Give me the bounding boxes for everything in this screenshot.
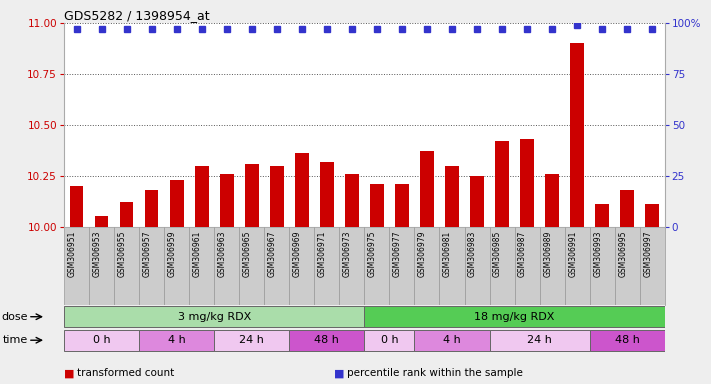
- Bar: [145, 190, 159, 384]
- Bar: [395, 184, 409, 384]
- Text: GSM306991: GSM306991: [568, 230, 577, 277]
- Bar: [470, 176, 484, 384]
- Bar: [170, 180, 183, 384]
- Text: 48 h: 48 h: [314, 335, 339, 345]
- Bar: [264, 227, 289, 305]
- Text: GSM306953: GSM306953: [92, 230, 102, 277]
- Text: GSM306961: GSM306961: [193, 230, 202, 277]
- Bar: [495, 141, 509, 384]
- Bar: [365, 329, 415, 351]
- Bar: [119, 202, 134, 384]
- Bar: [545, 174, 559, 384]
- Bar: [415, 227, 439, 305]
- Bar: [589, 227, 615, 305]
- Bar: [464, 227, 490, 305]
- Bar: [64, 329, 139, 351]
- Text: GSM306989: GSM306989: [543, 230, 552, 277]
- Text: GSM306995: GSM306995: [619, 230, 627, 277]
- Text: GSM306997: GSM306997: [643, 230, 652, 277]
- Bar: [314, 227, 339, 305]
- Bar: [570, 43, 584, 384]
- Text: GSM306987: GSM306987: [518, 230, 527, 277]
- Text: percentile rank within the sample: percentile rank within the sample: [347, 368, 523, 378]
- Bar: [320, 162, 333, 384]
- Text: ■: ■: [64, 368, 75, 378]
- Text: GSM306951: GSM306951: [68, 230, 77, 277]
- Bar: [270, 166, 284, 384]
- Bar: [189, 227, 214, 305]
- Bar: [64, 227, 89, 305]
- Bar: [540, 227, 565, 305]
- Text: GSM306963: GSM306963: [218, 230, 227, 277]
- Bar: [139, 329, 214, 351]
- Bar: [339, 227, 364, 305]
- Text: GSM306977: GSM306977: [393, 230, 402, 277]
- Bar: [70, 186, 83, 384]
- Bar: [95, 217, 108, 384]
- Bar: [64, 306, 365, 327]
- Text: GSM306959: GSM306959: [168, 230, 176, 277]
- Bar: [415, 329, 490, 351]
- Bar: [589, 329, 665, 351]
- Text: GSM306981: GSM306981: [443, 230, 452, 277]
- Bar: [621, 190, 634, 384]
- Text: GSM306971: GSM306971: [318, 230, 327, 277]
- Bar: [565, 227, 589, 305]
- Text: transformed count: transformed count: [77, 368, 174, 378]
- Bar: [220, 174, 234, 384]
- Bar: [445, 166, 459, 384]
- Bar: [295, 153, 309, 384]
- Text: time: time: [3, 335, 28, 345]
- Text: GSM306955: GSM306955: [117, 230, 127, 277]
- Bar: [214, 227, 239, 305]
- Text: 24 h: 24 h: [527, 335, 552, 345]
- Bar: [89, 227, 114, 305]
- Bar: [640, 227, 665, 305]
- Text: 48 h: 48 h: [615, 335, 640, 345]
- Text: GSM306993: GSM306993: [593, 230, 602, 277]
- Bar: [214, 329, 289, 351]
- Bar: [646, 204, 659, 384]
- Text: GSM306973: GSM306973: [343, 230, 352, 277]
- Bar: [139, 227, 164, 305]
- Text: 3 mg/kg RDX: 3 mg/kg RDX: [178, 312, 251, 322]
- Bar: [239, 227, 264, 305]
- Text: 0 h: 0 h: [92, 335, 110, 345]
- Bar: [520, 139, 534, 384]
- Text: 4 h: 4 h: [443, 335, 461, 345]
- Bar: [164, 227, 189, 305]
- Text: 0 h: 0 h: [380, 335, 398, 345]
- Bar: [420, 151, 434, 384]
- Text: GSM306957: GSM306957: [143, 230, 151, 277]
- Text: GSM306975: GSM306975: [368, 230, 377, 277]
- Bar: [114, 227, 139, 305]
- Text: GDS5282 / 1398954_at: GDS5282 / 1398954_at: [64, 9, 210, 22]
- Text: GSM306983: GSM306983: [468, 230, 477, 277]
- Bar: [515, 227, 540, 305]
- Text: 18 mg/kg RDX: 18 mg/kg RDX: [474, 312, 555, 322]
- Text: 24 h: 24 h: [240, 335, 264, 345]
- Text: GSM306967: GSM306967: [268, 230, 277, 277]
- Bar: [245, 164, 259, 384]
- Bar: [289, 227, 314, 305]
- Bar: [370, 184, 384, 384]
- Text: GSM306979: GSM306979: [418, 230, 427, 277]
- Text: GSM306965: GSM306965: [242, 230, 252, 277]
- Text: dose: dose: [1, 312, 28, 322]
- Bar: [195, 166, 208, 384]
- Bar: [390, 227, 415, 305]
- Text: ■: ■: [334, 368, 345, 378]
- Bar: [365, 227, 390, 305]
- Text: GSM306969: GSM306969: [293, 230, 301, 277]
- Bar: [490, 329, 589, 351]
- Bar: [365, 306, 665, 327]
- Bar: [615, 227, 640, 305]
- Bar: [490, 227, 515, 305]
- Text: 4 h: 4 h: [168, 335, 186, 345]
- Bar: [439, 227, 464, 305]
- Bar: [289, 329, 365, 351]
- Bar: [595, 204, 609, 384]
- Bar: [345, 174, 359, 384]
- Text: GSM306985: GSM306985: [493, 230, 502, 277]
